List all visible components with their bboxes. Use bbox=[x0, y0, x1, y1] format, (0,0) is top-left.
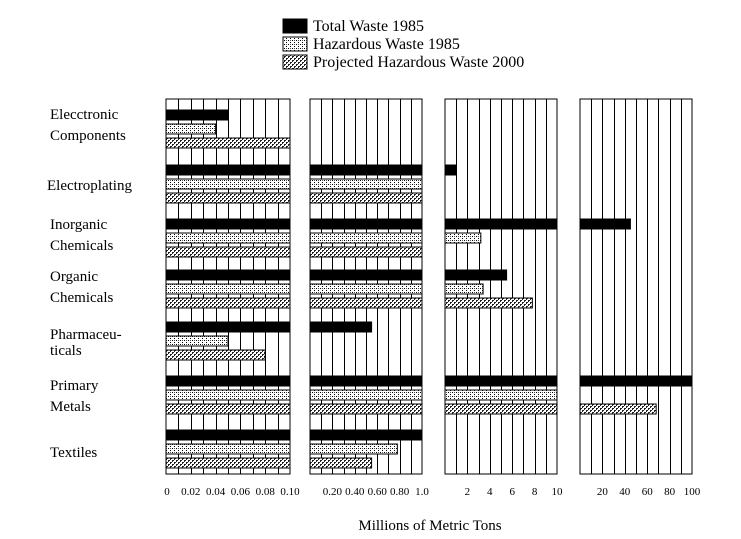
category-label-ticals: ticals bbox=[50, 343, 82, 359]
bar-total-waste-1985 bbox=[165, 429, 291, 441]
bar-total-waste-1985 bbox=[309, 321, 373, 333]
tick-label: 0.80 bbox=[390, 486, 410, 498]
bar-projected-hazardous-waste-2000 bbox=[165, 403, 291, 415]
bar-hazardous-waste-1985 bbox=[309, 389, 423, 401]
bar-hazardous-waste-1985 bbox=[165, 178, 291, 190]
bar-projected-hazardous-waste-2000 bbox=[165, 137, 291, 149]
bar-total-waste-1985 bbox=[579, 375, 693, 387]
legend-label: Projected Hazardous Waste 2000 bbox=[313, 54, 524, 71]
bar-projected-hazardous-waste-2000 bbox=[309, 403, 423, 415]
bar-total-waste-1985 bbox=[165, 375, 291, 387]
bar-projected-hazardous-waste-2000 bbox=[165, 349, 266, 361]
bar-total-waste-1985 bbox=[309, 269, 423, 281]
legend-swatch-projected-hazardous-waste-2000 bbox=[282, 54, 308, 70]
tick-label: 80 bbox=[664, 486, 676, 498]
bar-hazardous-waste-1985 bbox=[165, 232, 291, 244]
bar-total-waste-1985 bbox=[444, 375, 558, 387]
bar-hazardous-waste-1985 bbox=[444, 283, 484, 295]
bar-hazardous-waste-1985 bbox=[165, 123, 217, 135]
category-label-metals: Metals bbox=[50, 399, 91, 415]
legend-label: Total Waste 1985 bbox=[313, 18, 424, 35]
bar-hazardous-waste-1985 bbox=[165, 443, 291, 455]
bar-total-waste-1985 bbox=[309, 164, 423, 176]
tick-label: 0.02 bbox=[181, 486, 200, 498]
tick-label: 0.06 bbox=[231, 486, 251, 498]
category-labels: Elecctronic Components Electroplating Inorg… bbox=[47, 107, 132, 461]
tick-label: 0.04 bbox=[206, 486, 226, 498]
bar-total-waste-1985 bbox=[165, 321, 291, 333]
tick-label: 0.40 bbox=[345, 486, 365, 498]
bar-hazardous-waste-1985 bbox=[309, 178, 423, 190]
category-label-components: Components bbox=[50, 128, 126, 144]
legend-swatch-hazardous-waste-1985 bbox=[282, 36, 308, 52]
chart-panels: 0 0.02 0.04 0.06 0.08 0.10 0.20 0.40 0.60 0.80 1.0… bbox=[164, 98, 701, 498]
tick-label: 100 bbox=[684, 486, 701, 498]
bar-total-waste-1985 bbox=[165, 218, 291, 230]
tick-label: 20 bbox=[597, 486, 609, 498]
bar-hazardous-waste-1985 bbox=[309, 232, 423, 244]
bar-projected-hazardous-waste-2000 bbox=[579, 403, 657, 415]
tick-label: 60 bbox=[642, 486, 654, 498]
tick-label: 40 bbox=[619, 486, 631, 498]
bar-total-waste-1985 bbox=[309, 375, 423, 387]
category-label-electroplating: Electroplating bbox=[47, 178, 132, 194]
bar-projected-hazardous-waste-2000 bbox=[165, 192, 291, 204]
legend-label: Hazardous Waste 1985 bbox=[313, 36, 460, 53]
bar-total-waste-1985 bbox=[165, 164, 291, 176]
category-label-primary: Primary bbox=[50, 378, 99, 394]
tick-label: 6 bbox=[509, 486, 515, 498]
tick-label: 10 bbox=[552, 486, 564, 498]
bar-projected-hazardous-waste-2000 bbox=[444, 297, 533, 309]
category-label-pharmaceu: Pharmaceu- bbox=[50, 327, 122, 343]
panel-2: 0.20 0.40 0.60 0.80 1.0 bbox=[309, 98, 429, 498]
category-label-inorganic: Inorganic bbox=[50, 217, 108, 233]
bar-total-waste-1985 bbox=[444, 218, 558, 230]
bar-projected-hazardous-waste-2000 bbox=[165, 246, 291, 258]
bar-total-waste-1985 bbox=[165, 269, 291, 281]
category-label-chemicals: Chemicals bbox=[50, 290, 113, 306]
category-label-chemicals: Chemicals bbox=[50, 238, 113, 254]
bar-hazardous-waste-1985 bbox=[165, 283, 291, 295]
bar-hazardous-waste-1985 bbox=[444, 389, 558, 401]
bar-projected-hazardous-waste-2000 bbox=[444, 403, 558, 415]
tick-label: 1.0 bbox=[415, 486, 429, 498]
panel-3: 2 4 6 8 10 bbox=[444, 98, 564, 498]
tick-label: 8 bbox=[532, 486, 538, 498]
category-label-elecctronic: Elecctronic bbox=[50, 107, 119, 123]
bar-projected-hazardous-waste-2000 bbox=[165, 457, 291, 469]
bar-hazardous-waste-1985 bbox=[165, 389, 291, 401]
bar-projected-hazardous-waste-2000 bbox=[165, 297, 291, 309]
tick-label: 2 bbox=[465, 486, 471, 498]
panel-1: 0 0.02 0.04 0.06 0.08 0.10 bbox=[164, 98, 300, 498]
bar-hazardous-waste-1985 bbox=[309, 283, 423, 295]
bar-total-waste-1985 bbox=[309, 429, 423, 441]
bar-total-waste-1985 bbox=[579, 218, 631, 230]
bar-total-waste-1985 bbox=[444, 269, 508, 281]
panel-4: 20 40 60 80 100 bbox=[579, 98, 701, 498]
tick-label: 0.20 bbox=[323, 486, 343, 498]
tick-label: 0 bbox=[164, 486, 170, 498]
x-axis-label: Millions of Metric Tons bbox=[358, 518, 501, 534]
bar-total-waste-1985 bbox=[309, 218, 423, 230]
tick-label: 0.60 bbox=[368, 486, 388, 498]
bar-hazardous-waste-1985 bbox=[165, 335, 229, 347]
bar-total-waste-1985 bbox=[165, 109, 229, 121]
bar-total-waste-1985 bbox=[444, 164, 457, 176]
tick-label: 0.08 bbox=[256, 486, 276, 498]
bar-hazardous-waste-1985 bbox=[444, 232, 482, 244]
tick-label: 0.10 bbox=[280, 486, 300, 498]
bar-projected-hazardous-waste-2000 bbox=[309, 457, 373, 469]
category-label-textiles: Textiles bbox=[50, 445, 97, 461]
bar-projected-hazardous-waste-2000 bbox=[309, 246, 423, 258]
bar-projected-hazardous-waste-2000 bbox=[309, 192, 423, 204]
tick-label: 4 bbox=[487, 486, 493, 498]
legend-swatch-total-waste-1985 bbox=[282, 18, 308, 34]
bar-hazardous-waste-1985 bbox=[309, 443, 398, 455]
bar-projected-hazardous-waste-2000 bbox=[309, 297, 423, 309]
category-label-organic: Organic bbox=[50, 269, 98, 285]
